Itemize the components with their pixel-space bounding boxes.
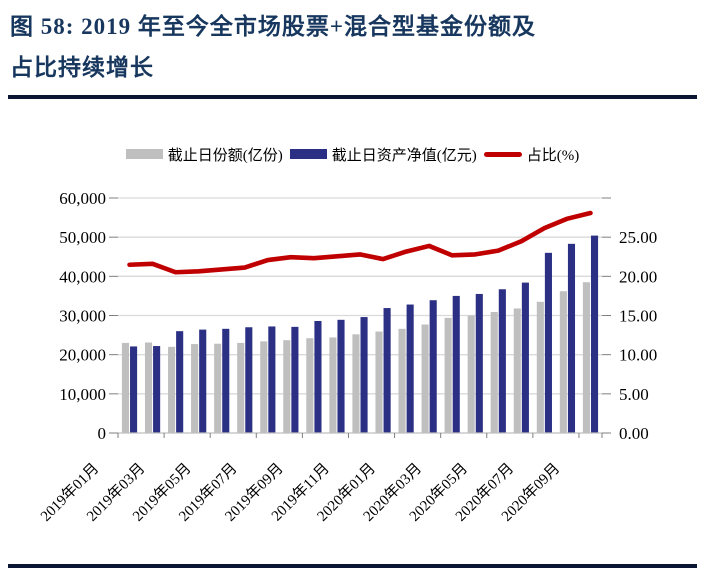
y-tick-label-left: 40,000 xyxy=(59,267,106,286)
y-tick-label-left: 60,000 xyxy=(59,189,106,208)
x-tick-label: 2019年05月 xyxy=(129,460,194,525)
bottom-divider xyxy=(8,564,697,568)
bar-share xyxy=(398,328,406,433)
bar-nav xyxy=(314,320,322,433)
pct-line xyxy=(127,210,593,275)
bar-nav xyxy=(222,328,230,433)
bar-share xyxy=(329,337,337,433)
bar-share xyxy=(168,346,176,433)
bar-nav xyxy=(291,326,299,433)
figure-title-line1: 图 58: 2019 年至今全市场股票+混合型基金份额及 xyxy=(10,14,537,39)
bar-share xyxy=(260,341,268,433)
pct-line-swatch-icon xyxy=(483,151,522,157)
bar-share xyxy=(283,340,291,433)
figure-title: 图 58: 2019 年至今全市场股票+混合型基金份额及 占比持续增长 xyxy=(10,6,700,88)
bar-share xyxy=(237,342,245,433)
x-tick-label: 2019年07月 xyxy=(176,460,241,525)
title-divider xyxy=(8,95,697,99)
y-tick-label-left: 20,000 xyxy=(59,346,106,365)
bar-share xyxy=(352,334,360,433)
bar-nav xyxy=(199,329,207,433)
x-tick-label: 2019年11月 xyxy=(268,460,333,525)
x-tick-label: 2020年01月 xyxy=(314,460,379,525)
x-tick-label: 2020年09月 xyxy=(498,460,563,525)
y-tick-label-right: 5.00 xyxy=(619,385,649,404)
y-tick-label-left: 30,000 xyxy=(59,307,106,326)
bar-share xyxy=(375,331,383,433)
x-tick-label: 2019年09月 xyxy=(222,460,287,525)
bar-nav xyxy=(360,317,368,433)
bar-share xyxy=(559,291,567,433)
legend-label-pct: 占比(%) xyxy=(526,147,580,164)
x-tick-label: 2019年01月 xyxy=(37,460,102,525)
bar-nav xyxy=(337,319,345,433)
bar-share xyxy=(513,308,521,433)
bar-nav xyxy=(475,293,483,433)
x-tick-label: 2020年03月 xyxy=(360,460,425,525)
bar-share xyxy=(121,342,130,433)
legend-item-nav: 截止日资产净值(亿元) xyxy=(289,144,477,165)
share-bar-swatch-icon xyxy=(125,149,163,159)
y-tick-label-right: 20.00 xyxy=(619,267,657,286)
x-tick-label: 2019年03月 xyxy=(83,460,148,525)
y-tick-label-left: 0 xyxy=(98,424,107,443)
bar-nav xyxy=(590,235,599,433)
y-tick-label-right: 25.00 xyxy=(619,228,657,247)
bar-share xyxy=(214,343,222,433)
legend-label-share: 截止日份额(亿份) xyxy=(167,147,283,164)
legend-label-nav: 截止日资产净值(亿元) xyxy=(331,147,477,164)
x-tick-label: 2020年05月 xyxy=(406,460,471,525)
legend-item-share: 截止日份额(亿份) xyxy=(125,144,283,165)
bar-nav xyxy=(498,289,506,433)
bar-nav xyxy=(521,282,529,433)
y-tick-label-right: 15.00 xyxy=(619,307,657,326)
y-tick-label-left: 10,000 xyxy=(59,385,106,404)
chart-legend: 截止日份额(亿份) 截止日资产净值(亿元) 占比(%) xyxy=(40,143,665,165)
y-tick-label-left: 50,000 xyxy=(59,228,106,247)
bar-share xyxy=(191,344,199,433)
bar-nav xyxy=(245,327,253,433)
bar-nav xyxy=(176,331,184,433)
bar-share xyxy=(421,324,429,433)
nav-bar-swatch-icon xyxy=(289,149,327,159)
bar-nav xyxy=(567,243,576,433)
bar-share xyxy=(444,317,452,433)
bar-nav xyxy=(544,252,552,433)
bar-nav xyxy=(406,304,414,433)
bar-nav xyxy=(153,346,161,433)
legend-item-pct: 占比(%) xyxy=(483,144,580,165)
bar-share xyxy=(144,342,153,433)
y-tick-label-right: 0.00 xyxy=(619,424,649,443)
x-tick-label: 2020年07月 xyxy=(452,460,517,525)
bar-share xyxy=(490,311,498,433)
y-tick-label-right: 10.00 xyxy=(619,346,657,365)
bar-nav xyxy=(130,346,138,433)
bar-share xyxy=(582,282,590,433)
figure-title-line2: 占比持续增长 xyxy=(10,55,154,80)
bar-share xyxy=(536,301,544,433)
bar-nav xyxy=(383,308,391,433)
bar-nav xyxy=(452,295,460,433)
bar-nav xyxy=(429,300,437,433)
bar-share xyxy=(467,315,475,433)
bar-nav xyxy=(268,326,276,433)
bar-share xyxy=(306,338,314,433)
